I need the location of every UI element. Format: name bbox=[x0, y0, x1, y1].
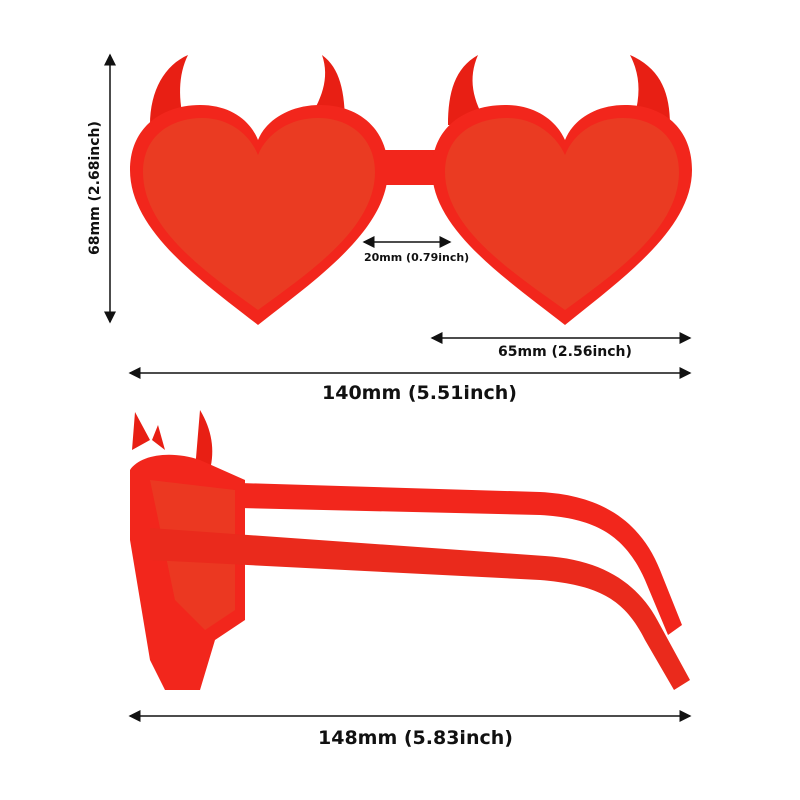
right-inner-horn bbox=[448, 55, 488, 125]
lower-temple bbox=[150, 528, 690, 690]
bridge-label: 20mm (0.79inch) bbox=[364, 251, 470, 264]
left-lens bbox=[143, 118, 375, 310]
left-outer-horn bbox=[150, 55, 188, 125]
front-view bbox=[130, 55, 692, 325]
side-view bbox=[130, 410, 690, 690]
upper-temple bbox=[240, 483, 682, 635]
lens-width-label: 65mm (2.56inch) bbox=[498, 344, 632, 360]
right-lens bbox=[445, 118, 679, 310]
frame-width-label: 140mm (5.51inch) bbox=[322, 382, 517, 404]
temple-length-label: 148mm (5.83inch) bbox=[318, 727, 513, 749]
height-label: 68mm (2.68inch) bbox=[87, 121, 103, 255]
